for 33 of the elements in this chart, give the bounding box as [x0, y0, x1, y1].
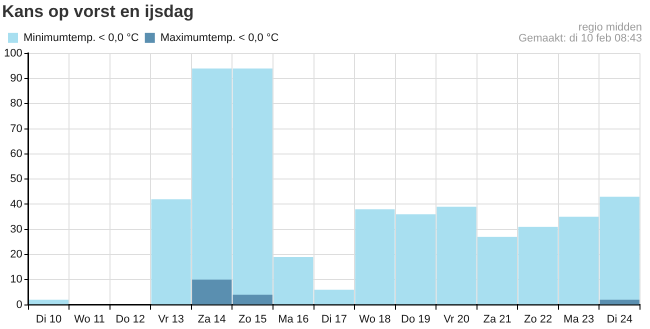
legend-label: Maximumtemp. < 0,0 °C — [160, 32, 279, 44]
y-tick-label: 70 — [10, 122, 22, 135]
x-tick-label: Za 14 — [198, 313, 226, 326]
x-tick-label: Vr 20 — [444, 313, 470, 326]
text: regio midden — [578, 22, 642, 34]
x-tick-label: Do 12 — [116, 313, 145, 326]
bar — [600, 300, 640, 304]
y-tick-label: 40 — [10, 198, 22, 210]
x-tick-label: Di 10 — [36, 313, 62, 326]
x-tick-label: Ma 16 — [278, 313, 309, 326]
y-tick-label: 10 — [10, 274, 22, 286]
x-tick-label: Wo 11 — [74, 313, 105, 326]
bar — [28, 300, 69, 304]
y-tick-label: 50 — [10, 173, 22, 186]
y-tick-label: 0 — [16, 298, 22, 311]
x-tick-label: Zo 15 — [238, 313, 267, 326]
y-tick-label: 30 — [10, 223, 22, 236]
y-tick-label: 20 — [10, 248, 22, 261]
x-tick-label: Di 24 — [606, 313, 632, 326]
legend-label: Minimumtemp. < 0,0 °C — [24, 32, 139, 44]
x-tick-label: Ma 23 — [564, 313, 594, 326]
chart-title: Kans op vorst en ijsdag — [2, 2, 194, 21]
y-tick-label: 100 — [4, 47, 22, 60]
x-tick-label: Wo 18 — [359, 313, 391, 326]
x-tick-label: Vr 13 — [158, 313, 184, 326]
x-tick-label: Zo 22 — [524, 313, 552, 326]
x-tick-label: Di 17 — [321, 313, 348, 326]
x-tick-label: Do 19 — [401, 313, 430, 326]
y-tick-label: 80 — [10, 98, 22, 110]
y-tick-label: 90 — [10, 72, 22, 85]
y-tick-label: 60 — [10, 148, 22, 160]
x-tick-label: Za 21 — [483, 313, 512, 326]
text: Gemaakt: di 10 feb 08:43 — [518, 32, 642, 45]
